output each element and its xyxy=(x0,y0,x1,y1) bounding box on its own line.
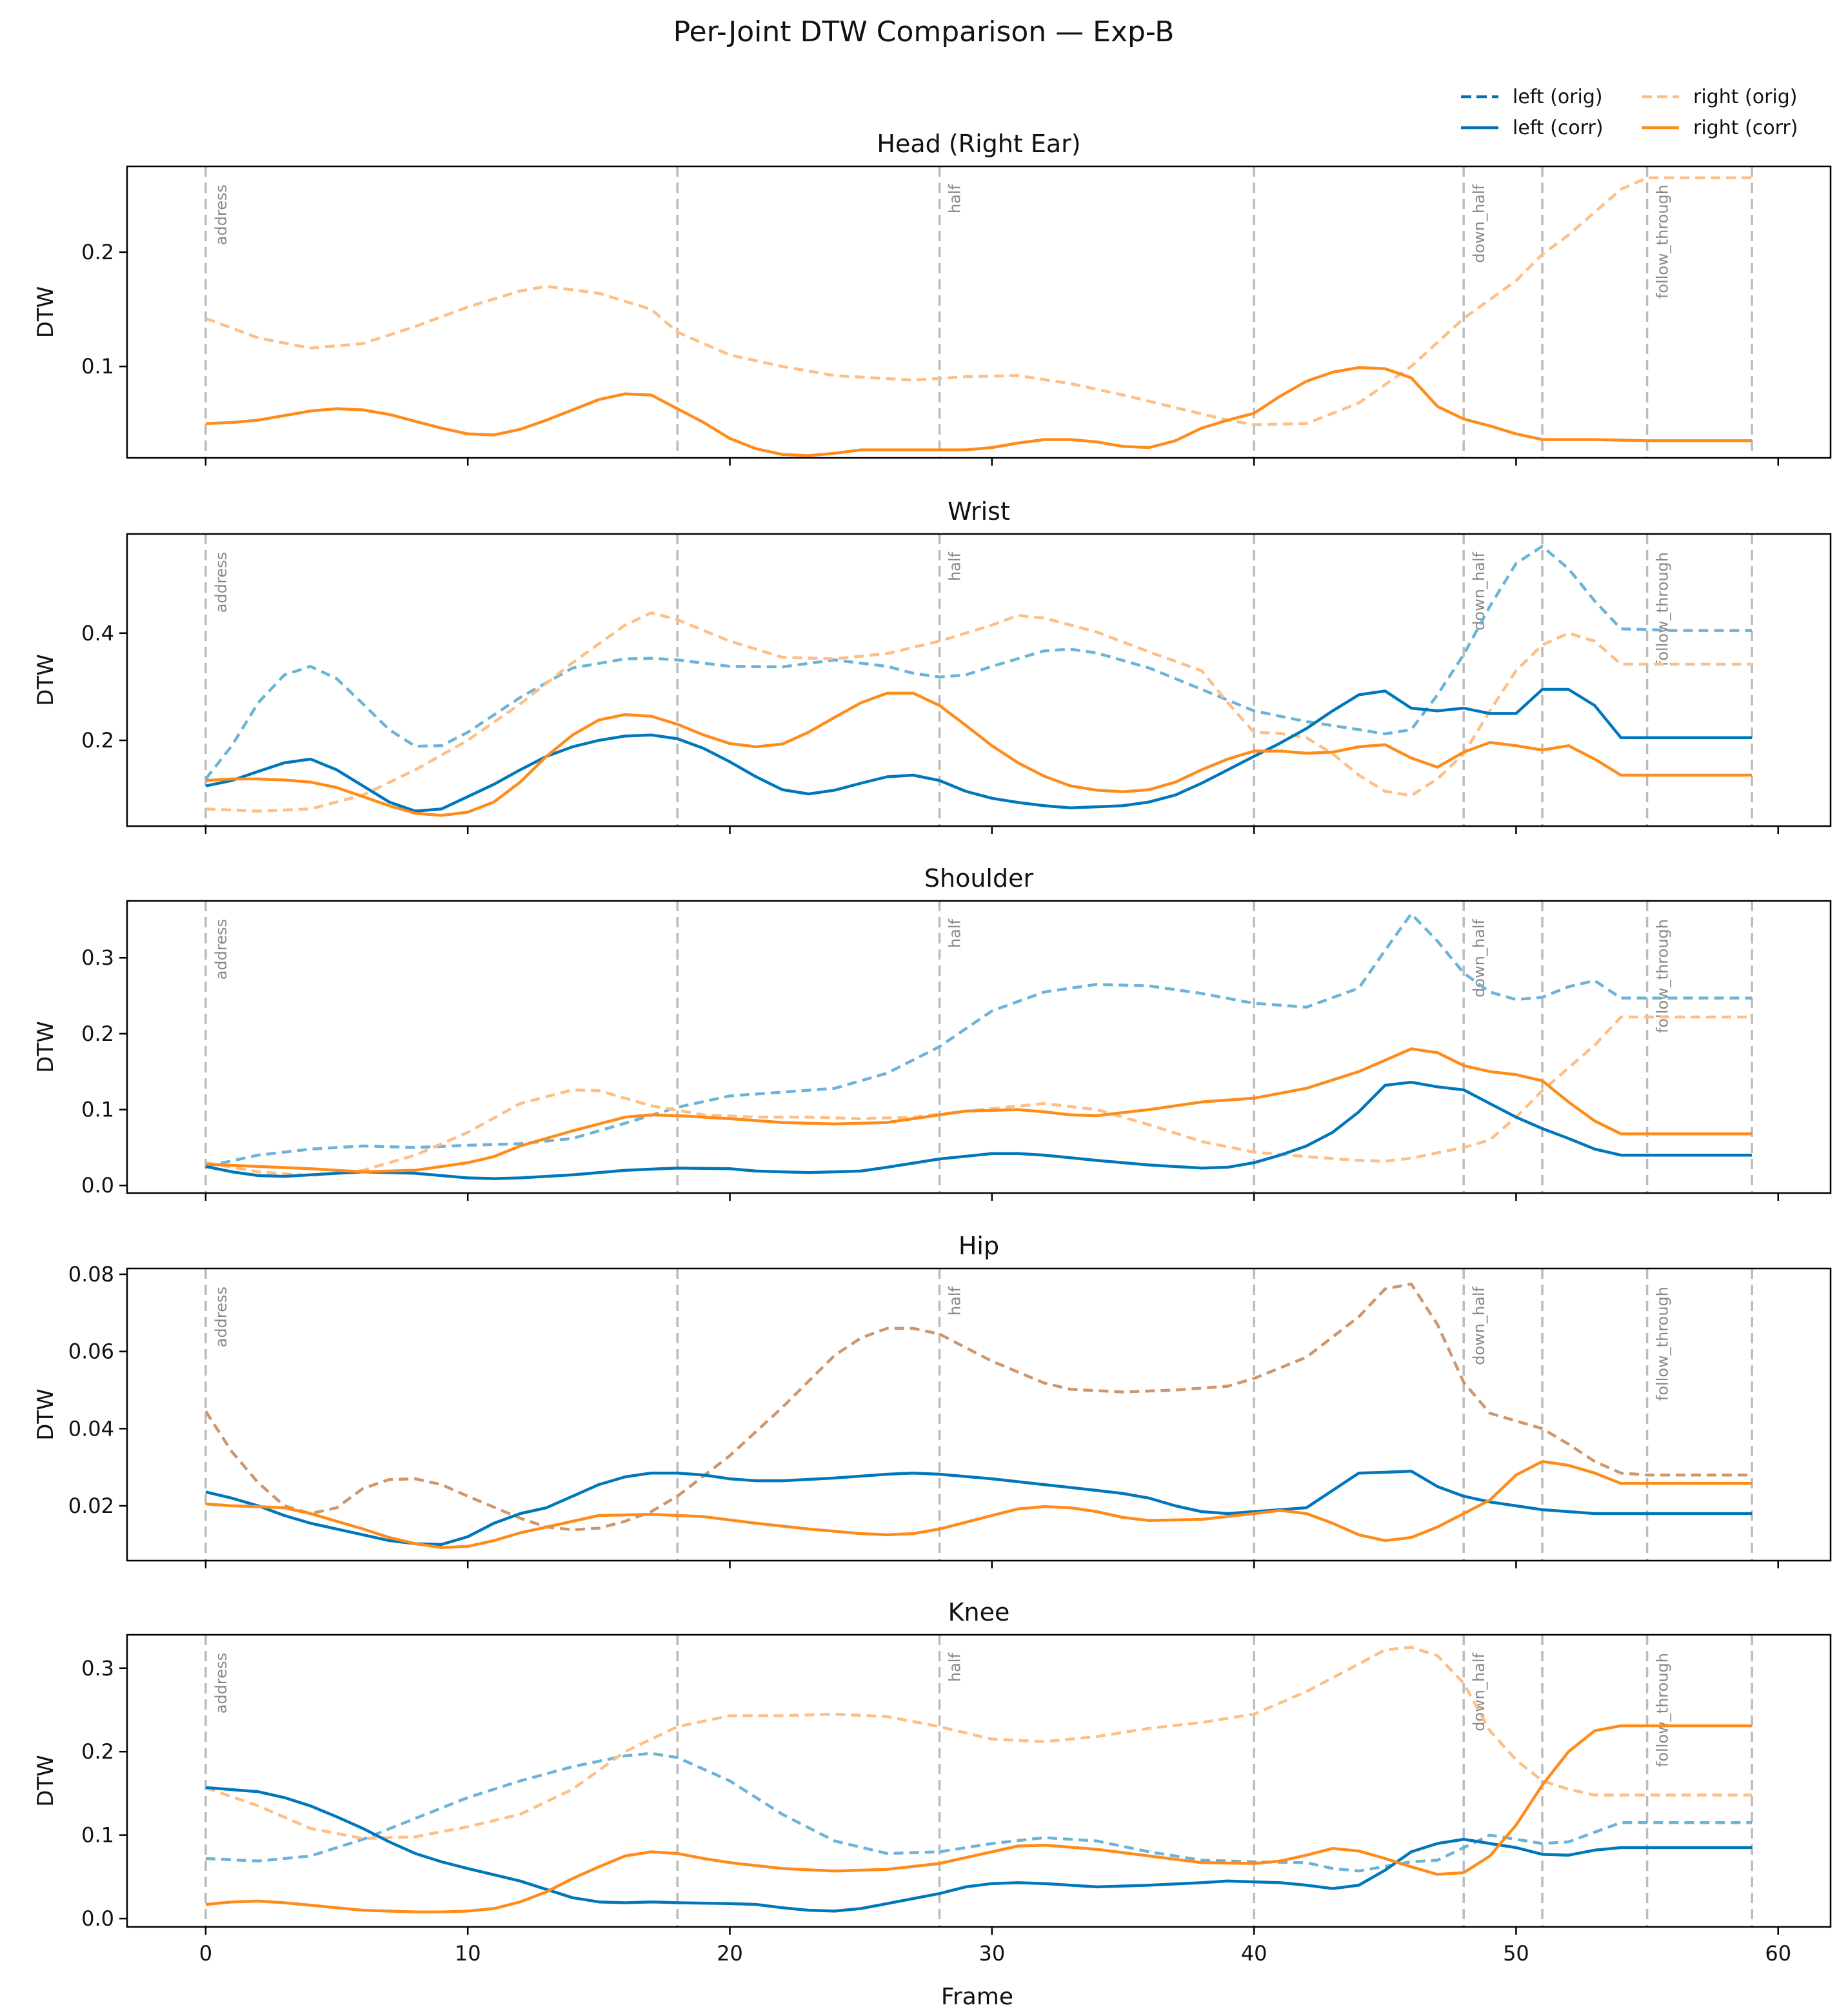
panel-shoulder-phase-label-half: half xyxy=(946,918,964,948)
panel-hip-title: Hip xyxy=(959,1232,999,1260)
panel-wrist-y-axis-label: DTW xyxy=(33,654,59,706)
panel-shoulder-y-tick-label: 0.1 xyxy=(81,1098,114,1122)
panel-wrist-y-tick-label: 0.4 xyxy=(81,621,114,646)
panel-knee-series-right-orig xyxy=(205,1646,1753,1841)
panel-knee-y-tick-label: 0.0 xyxy=(81,1906,114,1931)
x-tick-label: 10 xyxy=(455,1941,481,1966)
panel-wrist-series-group xyxy=(204,544,1753,817)
panel-knee-y-tick-label: 0.1 xyxy=(81,1823,114,1848)
panel-shoulder-phase-label-address: address xyxy=(212,919,230,980)
panel-head-right-ear: Head (Right Ear) DTW 0.1 0.2 address half down… xyxy=(33,130,1832,466)
panel-knee-series-right-corr xyxy=(205,1724,1753,1913)
panel-shoulder-y-axis-label: DTW xyxy=(33,1021,59,1073)
panel-hip-phase-label-down-half: down_half xyxy=(1470,1286,1488,1365)
x-tick-label: 30 xyxy=(979,1941,1005,1966)
panel-wrist-phase-label-address: address xyxy=(212,552,230,613)
panel-shoulder-phase-label-follow-through: follow_through xyxy=(1654,919,1672,1033)
panel-knee-phase-label-address: address xyxy=(212,1653,230,1713)
panel-head-right-ear-phase-label-follow-through: follow_through xyxy=(1654,184,1672,299)
panel-hip-series-right-corr xyxy=(205,1459,1753,1549)
panel-knee: Knee DTW 0.0 0.1 0.2 0.3 0 10 20 30 40 50 60 address h… xyxy=(33,1598,1832,1966)
panel-hip: Hip DTW 0.02 0.04 0.06 0.08 address half down_ha… xyxy=(33,1232,1832,1568)
panel-wrist-phase-label-down-half: down_half xyxy=(1470,551,1488,630)
panel-knee-phase-label-follow-through: follow_through xyxy=(1654,1653,1672,1767)
panel-hip-phase-label-follow-through: follow_through xyxy=(1654,1287,1672,1401)
panel-knee-y-tick-label: 0.2 xyxy=(81,1739,114,1764)
panel-wrist-y-tick-label: 0.2 xyxy=(81,728,114,753)
panel-knee-phase-label-half: half xyxy=(946,1652,964,1682)
panel-wrist-series-left-orig xyxy=(204,544,1753,780)
panels: Head (Right Ear) DTW 0.1 0.2 address half down… xyxy=(33,130,1832,1966)
panel-knee-y-tick-label: 0.3 xyxy=(81,1656,114,1681)
panel-shoulder-series-left-corr xyxy=(205,1080,1753,1180)
panel-shoulder-y-tick-label: 0.3 xyxy=(81,945,114,970)
panel-wrist-series-left-corr xyxy=(205,687,1753,813)
panel-head-right-ear-frame xyxy=(126,165,1832,459)
panel-wrist-series-right-orig xyxy=(205,611,1753,813)
panel-knee-frame xyxy=(126,1634,1832,1928)
panel-hip-y-tick-label: 0.06 xyxy=(68,1339,114,1364)
panel-knee-phase-label-down-half: down_half xyxy=(1470,1652,1488,1731)
x-tick-label: 20 xyxy=(717,1941,743,1966)
panel-shoulder-y-tick-label: 0.0 xyxy=(81,1173,114,1198)
panel-wrist-phase-label-half: half xyxy=(946,551,964,581)
x-tick-label: 40 xyxy=(1241,1941,1267,1966)
panel-head-right-ear-y-tick-label: 0.1 xyxy=(81,354,114,379)
panel-hip-series-group xyxy=(204,1282,1753,1549)
legend-label-left_orig: left (orig) xyxy=(1513,86,1603,108)
panel-hip-frame xyxy=(126,1267,1832,1562)
panel-hip-y-axis-label: DTW xyxy=(33,1388,59,1441)
panel-hip-series-right-orig xyxy=(204,1282,1753,1532)
x-tick-label: 50 xyxy=(1503,1941,1529,1966)
panel-head-right-ear-series-group xyxy=(205,176,1753,457)
panel-shoulder-frame xyxy=(126,900,1832,1194)
legend: left (orig) right (orig) left (corr) right … xyxy=(1461,86,1798,139)
panel-head-right-ear-phase-label-down-half: down_half xyxy=(1470,184,1488,262)
panel-hip-y-tick-label: 0.08 xyxy=(68,1262,114,1287)
panel-knee-series-left-corr xyxy=(205,1786,1753,1913)
panel-wrist-series-right-corr xyxy=(205,691,1753,817)
x-tick-label: 0 xyxy=(199,1941,212,1966)
legend-label-left_corr: left (corr) xyxy=(1513,117,1604,139)
legend-label-right_orig: right (orig) xyxy=(1693,86,1798,108)
panel-hip-series-left-corr xyxy=(205,1469,1753,1546)
panel-knee-series-left-orig xyxy=(205,1752,1753,1873)
figure-title: Per-Joint DTW Comparison — Exp-B xyxy=(673,15,1175,48)
panel-head-right-ear-series-right-orig xyxy=(205,176,1753,426)
panel-wrist-frame xyxy=(126,533,1832,827)
panel-hip-y-tick-label: 0.04 xyxy=(68,1416,114,1441)
panel-shoulder-series-group xyxy=(205,912,1753,1180)
panel-wrist-phase-label-follow-through: follow_through xyxy=(1654,552,1672,666)
panel-knee-title: Knee xyxy=(948,1598,1010,1626)
panel-shoulder-y-tick-label: 0.2 xyxy=(81,1022,114,1046)
x-axis-label: Frame xyxy=(941,1984,1013,2010)
panel-knee-series-group xyxy=(205,1646,1753,1913)
panel-head-right-ear-phase-label-address: address xyxy=(212,184,230,245)
panel-knee-y-axis-label: DTW xyxy=(33,1755,59,1807)
panel-head-right-ear-series-right-corr xyxy=(205,366,1753,457)
panel-head-right-ear-y-axis-label: DTW xyxy=(33,286,59,339)
panel-hip-phase-label-address: address xyxy=(212,1287,230,1347)
x-tick-label: 60 xyxy=(1765,1941,1791,1966)
panel-head-right-ear-title: Head (Right Ear) xyxy=(877,130,1080,158)
panel-shoulder-series-right-corr xyxy=(205,1047,1753,1174)
panel-hip-y-tick-label: 0.02 xyxy=(68,1494,114,1518)
panel-hip-phase-label-half: half xyxy=(946,1286,964,1316)
panel-head-right-ear-phase-label-half: half xyxy=(946,184,964,213)
panel-wrist-title: Wrist xyxy=(948,497,1010,526)
panel-shoulder-series-left-orig xyxy=(205,912,1753,1168)
panel-shoulder-title: Shoulder xyxy=(924,864,1034,893)
panel-head-right-ear-y-tick-label: 0.2 xyxy=(81,240,114,264)
panel-wrist: Wrist DTW 0.2 0.4 address half down_half follow… xyxy=(33,497,1832,834)
panel-shoulder-series-right-orig xyxy=(205,1015,1753,1178)
legend-label-right_corr: right (corr) xyxy=(1693,117,1798,139)
